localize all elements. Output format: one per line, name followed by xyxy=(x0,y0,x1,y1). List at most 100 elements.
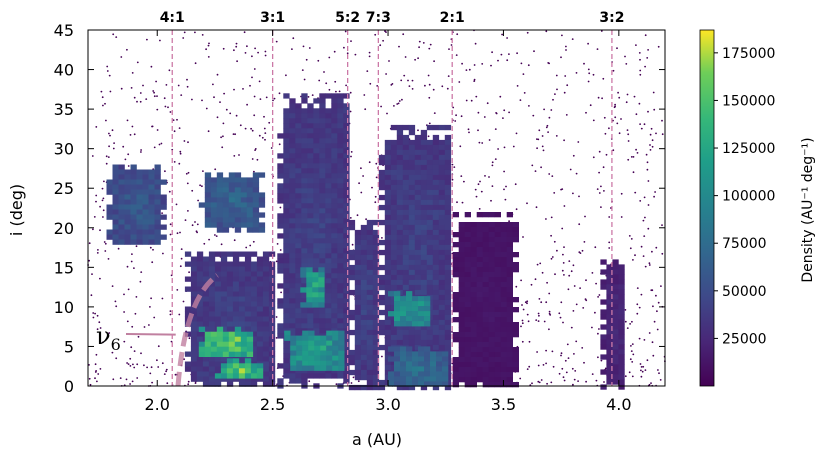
resonance-label: 2:1 xyxy=(440,10,465,26)
density-cell xyxy=(307,323,314,329)
scatter-point xyxy=(264,138,266,141)
density-cell xyxy=(124,219,131,225)
scatter-point xyxy=(159,39,161,42)
scatter-point xyxy=(640,245,643,248)
density-cell xyxy=(295,258,302,264)
density-cell xyxy=(142,189,149,195)
density-cell xyxy=(238,381,246,387)
scatter-point xyxy=(540,301,543,304)
scatter-point xyxy=(328,88,331,91)
density-cell xyxy=(384,254,392,261)
density-cell xyxy=(438,154,446,161)
scatter-point xyxy=(538,129,541,132)
density-cell xyxy=(262,276,270,282)
density-cell xyxy=(412,366,419,372)
density-cell xyxy=(452,307,459,313)
density-cell xyxy=(390,124,398,131)
scatter-point xyxy=(136,377,139,379)
density-cell xyxy=(313,248,320,254)
density-cell xyxy=(331,148,338,154)
density-cell xyxy=(464,232,471,238)
density-cell xyxy=(506,342,513,348)
density-cell xyxy=(612,374,619,380)
density-cell xyxy=(438,284,446,291)
density-cell xyxy=(430,381,437,387)
density-cell xyxy=(318,282,325,288)
density-cell xyxy=(256,281,264,287)
density-cell xyxy=(618,304,625,310)
density-cell xyxy=(606,329,613,335)
density-cell xyxy=(408,259,416,266)
scatter-point xyxy=(545,126,548,129)
density-cell xyxy=(408,269,416,276)
density-cell xyxy=(406,361,413,367)
density-cell xyxy=(238,373,246,379)
density-cell xyxy=(284,330,291,336)
scatter-point xyxy=(548,328,550,331)
density-cell xyxy=(306,277,313,283)
density-cell xyxy=(112,169,119,175)
density-cell xyxy=(331,308,338,314)
scatter-point xyxy=(187,171,190,174)
scatter-point xyxy=(520,62,523,65)
density-cell xyxy=(372,294,380,301)
scatter-point xyxy=(571,367,574,370)
density-cell xyxy=(234,326,242,332)
scatter-point xyxy=(649,149,652,151)
density-cell xyxy=(366,254,374,261)
density-cell xyxy=(438,219,446,226)
density-cell xyxy=(184,366,192,372)
scatter-point xyxy=(451,163,454,166)
scatter-point xyxy=(503,188,505,191)
density-cell xyxy=(618,279,625,285)
scatter-point xyxy=(521,340,524,343)
scatter-point xyxy=(644,65,646,68)
density-cell xyxy=(240,222,248,228)
density-cell xyxy=(118,219,125,225)
density-cell xyxy=(289,298,296,304)
density-cell xyxy=(343,348,350,354)
density-cell xyxy=(331,218,338,224)
scatter-point xyxy=(640,369,642,372)
density-cell xyxy=(301,223,308,229)
density-cell xyxy=(216,202,224,208)
density-cell xyxy=(118,224,125,230)
scatter-point xyxy=(428,83,431,86)
density-cell xyxy=(426,144,434,151)
density-cell xyxy=(488,252,495,258)
density-cell xyxy=(390,174,398,181)
density-cell xyxy=(360,364,368,371)
density-cell xyxy=(432,319,440,326)
density-cell xyxy=(277,188,284,194)
scatter-point xyxy=(123,340,126,343)
density-cell xyxy=(414,174,422,181)
scatter-point xyxy=(515,132,518,135)
scatter-point xyxy=(548,116,551,119)
scatter-point xyxy=(541,145,544,148)
scatter-point xyxy=(578,223,581,226)
density-cell xyxy=(154,219,161,225)
scatter-point xyxy=(577,380,579,382)
density-cell xyxy=(366,229,374,236)
density-cell xyxy=(307,193,314,199)
density-cell xyxy=(331,208,338,214)
density-cell xyxy=(222,187,230,193)
scatter-point xyxy=(648,262,651,265)
nu6-annotation: ν6 xyxy=(96,322,121,354)
density-cell xyxy=(432,219,440,226)
density-cell xyxy=(295,198,302,204)
density-cell xyxy=(470,277,477,283)
density-cell xyxy=(244,266,252,272)
density-cell xyxy=(331,373,338,379)
density-cell xyxy=(400,316,407,322)
density-cell xyxy=(343,198,350,204)
density-cell xyxy=(208,296,216,302)
density-cell xyxy=(295,103,302,109)
density-cell xyxy=(488,222,495,228)
density-cell xyxy=(420,249,428,256)
density-cell xyxy=(414,229,422,236)
density-cell xyxy=(390,169,398,176)
density-cell xyxy=(426,164,434,171)
scatter-point xyxy=(356,214,359,217)
density-cell xyxy=(412,321,419,327)
